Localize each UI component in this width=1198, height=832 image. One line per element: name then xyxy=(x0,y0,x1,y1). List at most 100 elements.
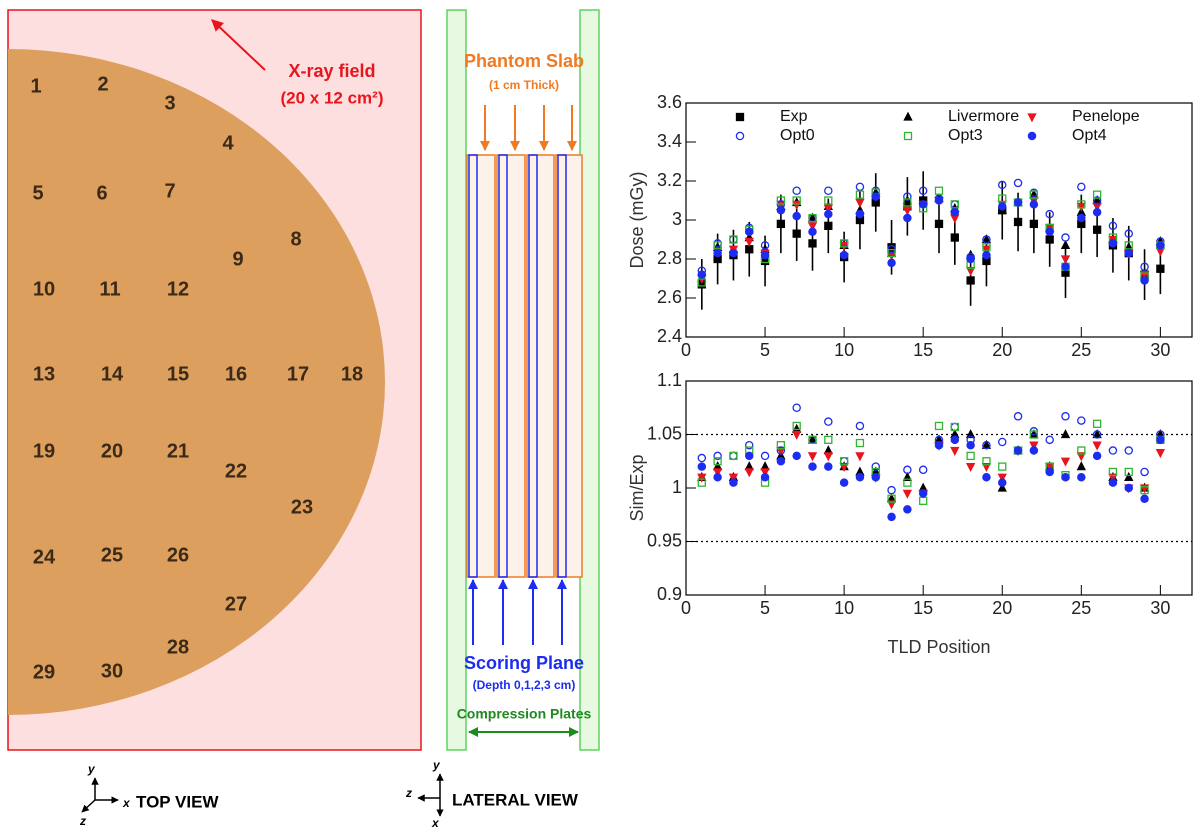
data-point xyxy=(776,205,786,215)
tld-label: 9 xyxy=(232,248,243,270)
data-point xyxy=(982,440,991,450)
axis-letter: y xyxy=(87,762,96,776)
data-point xyxy=(1140,262,1149,272)
data-point xyxy=(808,227,817,236)
top-axes xyxy=(81,777,119,813)
data-point xyxy=(824,209,833,219)
data-point xyxy=(1029,430,1039,439)
plot-frame xyxy=(685,380,1193,596)
x-tick-label: 0 xyxy=(681,340,691,360)
data-point xyxy=(776,456,786,466)
data-point xyxy=(824,196,833,205)
data-point xyxy=(1077,213,1086,223)
data-point xyxy=(950,446,960,456)
data-point xyxy=(950,435,960,445)
data-point xyxy=(1156,264,1165,273)
data-point xyxy=(871,192,881,201)
x-tick-label: 10 xyxy=(834,340,854,360)
data-point xyxy=(982,250,991,260)
data-point xyxy=(982,457,991,466)
data-point xyxy=(934,219,944,229)
data-point xyxy=(1061,412,1070,421)
legend-label: Opt4 xyxy=(1072,127,1107,144)
y-tick-label: 1 xyxy=(672,477,682,497)
data-point xyxy=(1013,198,1023,207)
data-point xyxy=(1077,200,1086,209)
compression-plate xyxy=(579,9,600,751)
data-point xyxy=(934,421,944,431)
axis-letter: y xyxy=(432,758,441,772)
x-tick-label: 15 xyxy=(913,598,933,618)
data-point xyxy=(950,200,959,209)
data-point xyxy=(1140,276,1149,285)
legend-marker xyxy=(735,131,745,141)
scatter-chart: 0.9 0.95 1 1.05 1.1 0 5 10 15 20 25 30 Sim/Exp TLD Po… xyxy=(627,370,1193,657)
data-point xyxy=(839,478,849,487)
legend-marker xyxy=(735,112,745,122)
data-point xyxy=(998,462,1007,471)
data-point xyxy=(966,440,975,450)
y-tick-label: 3.6 xyxy=(657,92,682,112)
axis-letter: x xyxy=(431,816,440,830)
data-point xyxy=(697,478,706,487)
phantom-slab xyxy=(466,154,496,578)
data-point xyxy=(776,446,786,455)
tld-label: 6 xyxy=(96,182,107,204)
x-tick-label: 30 xyxy=(1150,340,1170,360)
y-tick-label: 2.4 xyxy=(657,326,682,346)
data-point xyxy=(839,457,849,466)
data-point xyxy=(998,478,1007,487)
data-point xyxy=(760,451,770,461)
data-point xyxy=(1029,446,1039,455)
legend-label: Opt3 xyxy=(948,127,983,144)
data-point xyxy=(823,452,833,462)
tld-label: 10 xyxy=(33,278,55,300)
tld-label: 13 xyxy=(33,363,55,385)
data-point xyxy=(855,198,865,208)
phantom-slab xyxy=(526,154,555,578)
data-point xyxy=(998,180,1007,190)
data-point xyxy=(1061,233,1070,242)
legend-label: Exp xyxy=(780,108,808,125)
data-point xyxy=(982,243,991,252)
data-point xyxy=(1155,449,1166,459)
data-point xyxy=(807,452,818,462)
data-point xyxy=(918,465,928,475)
data-point xyxy=(808,213,817,223)
data-point xyxy=(903,192,912,201)
data-point xyxy=(855,182,865,192)
data-point xyxy=(824,462,833,471)
data-point xyxy=(887,258,896,268)
tld-label: 26 xyxy=(167,544,189,566)
data-point xyxy=(729,478,738,487)
tld-label: 20 xyxy=(101,440,123,462)
data-point xyxy=(997,473,1007,483)
data-point xyxy=(934,440,944,450)
data-point xyxy=(728,473,739,483)
data-point xyxy=(1045,209,1054,219)
data-point xyxy=(918,200,928,209)
scoring-plane xyxy=(498,154,508,578)
axis-arrow xyxy=(81,799,96,813)
data-point xyxy=(1077,182,1086,192)
tld-label: 19 xyxy=(33,440,55,462)
data-point xyxy=(998,202,1007,211)
y-tick-label: 3.4 xyxy=(657,131,682,151)
view-label: TOP VIEW xyxy=(136,792,219,811)
data-point xyxy=(1140,467,1149,477)
y-tick-label: 0.9 xyxy=(657,584,682,604)
data-point xyxy=(839,241,849,251)
data-point xyxy=(855,473,865,482)
data-point xyxy=(792,186,801,195)
field-size: (20 x 12 cm²) xyxy=(281,88,384,107)
data-point xyxy=(792,196,801,205)
data-point xyxy=(966,451,975,461)
plates-label: Compression Plates xyxy=(457,706,592,722)
data-point xyxy=(950,207,960,217)
legend-label: Opt0 xyxy=(780,127,815,144)
data-point xyxy=(981,245,992,255)
data-point xyxy=(760,241,770,250)
phantom-disc xyxy=(8,49,385,715)
data-point xyxy=(855,190,865,199)
tld-label: 18 xyxy=(341,363,363,385)
